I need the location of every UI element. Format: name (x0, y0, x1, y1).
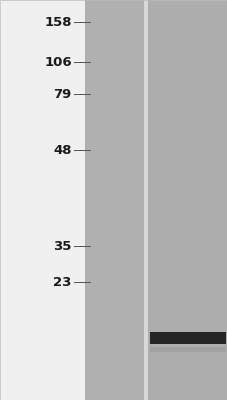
Bar (85, 0, 143, 400)
Bar (147, 0, 227, 400)
Text: 48: 48 (53, 144, 72, 156)
Bar (149, 332, 225, 337)
Text: 79: 79 (53, 88, 72, 100)
Bar (0, 0, 85, 400)
Text: 23: 23 (53, 276, 72, 288)
Bar (149, 347, 225, 352)
Bar (149, 332, 225, 344)
Bar (143, 0, 147, 400)
Text: 35: 35 (53, 240, 72, 252)
Text: 158: 158 (44, 16, 72, 28)
Text: 106: 106 (44, 56, 72, 68)
